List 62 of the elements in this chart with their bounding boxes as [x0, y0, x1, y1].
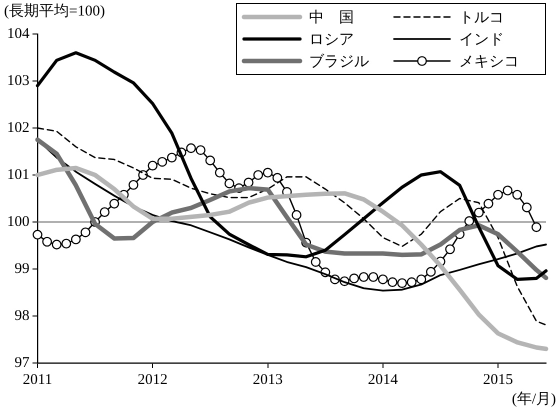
point — [253, 170, 264, 180]
x-tick-label: 2011 — [22, 372, 52, 388]
point — [157, 156, 168, 167]
point — [349, 274, 360, 284]
legend-label: トルコ — [459, 8, 504, 26]
point — [205, 156, 216, 166]
legend-label: ブラジル — [309, 52, 369, 70]
point — [406, 277, 417, 288]
y-tick-label: 97 — [14, 354, 30, 371]
legend-label: メキシコ — [459, 52, 519, 70]
point — [244, 178, 254, 188]
point — [61, 238, 72, 249]
point — [378, 274, 388, 284]
y-tick-label: 104 — [7, 26, 30, 42]
x-tick-label: 2013 — [252, 372, 283, 388]
point — [80, 227, 90, 238]
point — [109, 198, 120, 209]
point — [484, 198, 494, 209]
y-tick-label: 103 — [7, 72, 30, 89]
point — [426, 266, 436, 277]
point — [52, 240, 62, 250]
point — [186, 143, 196, 154]
point — [196, 145, 206, 155]
y-tick-label: 100 — [7, 214, 30, 230]
point — [100, 207, 110, 218]
point — [292, 210, 302, 220]
point — [224, 178, 234, 188]
point — [397, 278, 407, 288]
point — [445, 244, 455, 254]
legend-label: ロシア — [309, 30, 354, 48]
y-tick-label: 102 — [7, 120, 30, 136]
point — [166, 152, 177, 163]
y-axis-title: (長期平均=100) — [4, 2, 105, 20]
point — [70, 234, 81, 244]
point — [42, 236, 52, 247]
point — [358, 272, 369, 282]
x-tick-label: 2014 — [368, 372, 398, 388]
point — [474, 208, 484, 218]
y-tick-label: 99 — [14, 260, 30, 277]
point — [148, 160, 158, 170]
point — [416, 274, 426, 284]
point — [214, 168, 225, 178]
point — [532, 222, 542, 232]
legend-label: インド — [459, 30, 504, 48]
point — [388, 277, 398, 288]
y-tick-label: 101 — [7, 166, 30, 183]
point — [32, 230, 42, 240]
point — [464, 216, 474, 226]
point — [310, 257, 321, 267]
point — [502, 186, 513, 196]
point — [128, 180, 138, 190]
x-tick-label: 2012 — [138, 372, 168, 388]
point — [493, 190, 503, 200]
point — [512, 190, 522, 200]
x-axis-title: (年/月) — [512, 390, 556, 408]
x-tick-label: 2015 — [483, 372, 514, 388]
point — [368, 272, 378, 282]
legend-label: 中 国 — [309, 8, 354, 26]
point — [272, 172, 282, 183]
y-tick-label: 98 — [14, 308, 30, 324]
point — [522, 202, 532, 212]
point — [262, 168, 273, 178]
